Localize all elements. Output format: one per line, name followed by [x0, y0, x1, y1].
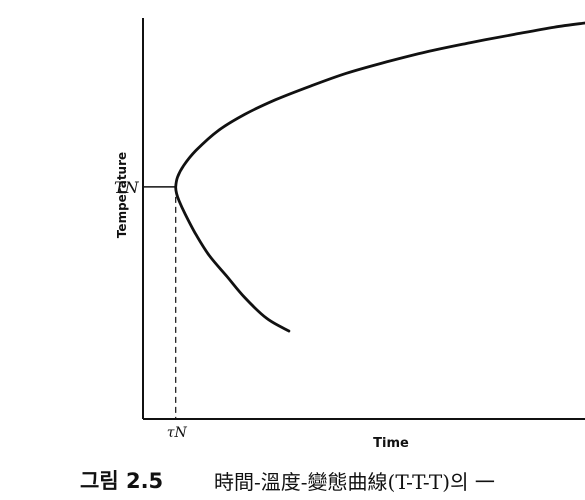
x-axis-label: Time	[373, 436, 409, 451]
tau-n-label: τN	[167, 425, 188, 441]
figure-caption: 그림 2.5 時間-溫度-變態曲線(T-T-T)의 一	[0, 462, 585, 500]
ttt-chart: Temperature Time TN τN	[114, 18, 585, 451]
caption-figure-number: 그림 2.5	[80, 469, 164, 493]
y-axis-label: Temperature	[115, 152, 129, 238]
caption-text: 時間-溫度-變態曲線(T-T-T)의 一	[214, 470, 495, 494]
transformation-curve	[174, 21, 585, 333]
tn-label: TN	[114, 178, 140, 197]
